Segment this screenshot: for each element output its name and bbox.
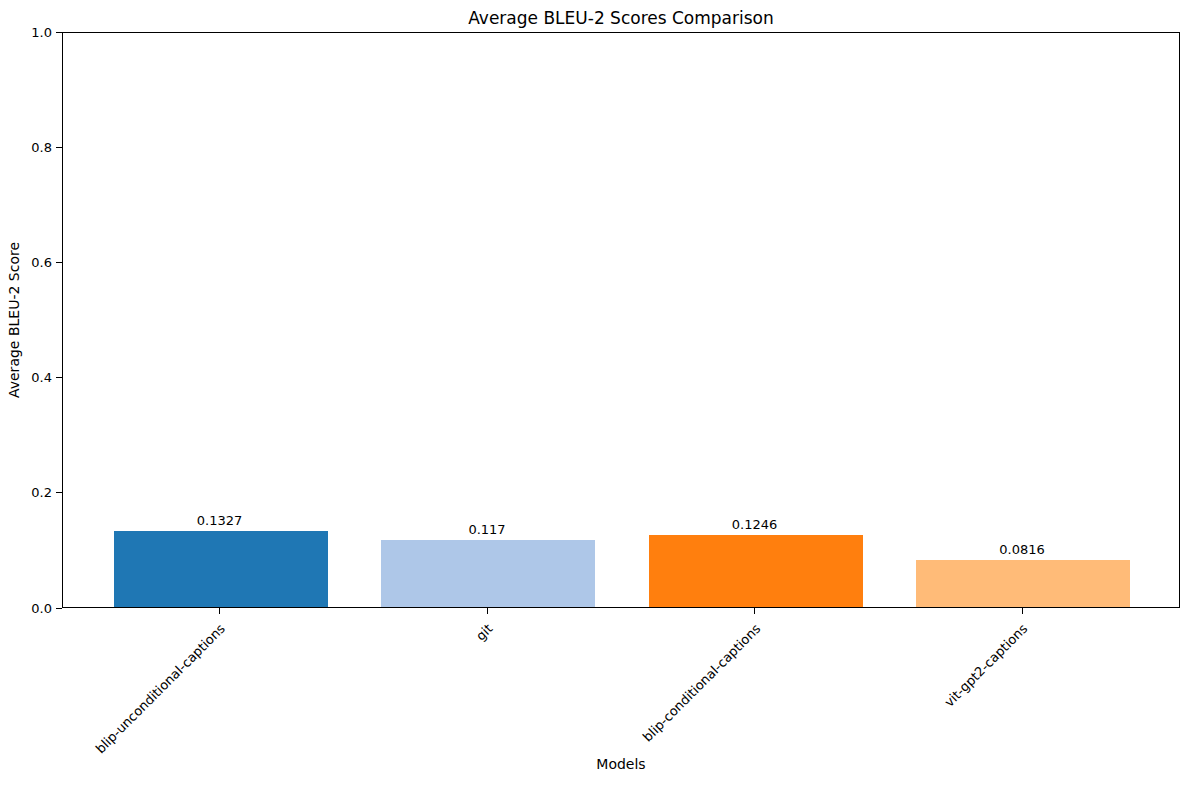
bar-value-label: 0.1327	[160, 513, 280, 528]
y-tick-mark	[56, 262, 62, 263]
bar-value-label: 0.1246	[695, 517, 815, 532]
y-tick-mark	[56, 147, 62, 148]
x-tick-label: blip-unconditional-captions	[93, 621, 228, 756]
y-tick-mark	[56, 608, 62, 609]
x-tick-mark	[219, 608, 220, 614]
bar	[649, 535, 863, 607]
bar	[381, 540, 595, 607]
x-tick-label: vit-gpt2-captions	[942, 621, 1031, 710]
bar-value-label: 0.117	[427, 522, 547, 537]
y-tick-label: 0.4	[12, 369, 52, 386]
y-tick-mark	[56, 377, 62, 378]
y-tick-mark	[56, 492, 62, 493]
y-tick-mark	[56, 32, 62, 33]
y-tick-label: 0.8	[12, 139, 52, 156]
bar	[916, 560, 1130, 607]
y-tick-label: 0.6	[12, 254, 52, 271]
y-tick-label: 0.2	[12, 484, 52, 501]
bar-chart-figure: Average BLEU-2 Scores Comparison Average…	[0, 0, 1189, 790]
x-tick-mark	[487, 608, 488, 614]
x-axis-label: Models	[62, 756, 1180, 772]
x-tick-mark	[754, 608, 755, 614]
chart-title: Average BLEU-2 Scores Comparison	[62, 8, 1180, 28]
y-tick-label: 0.0	[12, 600, 52, 617]
x-tick-label: git	[473, 621, 496, 644]
bar-value-label: 0.0816	[962, 542, 1082, 557]
x-tick-label: blip-conditional-captions	[639, 621, 763, 745]
y-tick-label: 1.0	[12, 24, 52, 41]
x-tick-mark	[1022, 608, 1023, 614]
bar	[114, 531, 328, 607]
